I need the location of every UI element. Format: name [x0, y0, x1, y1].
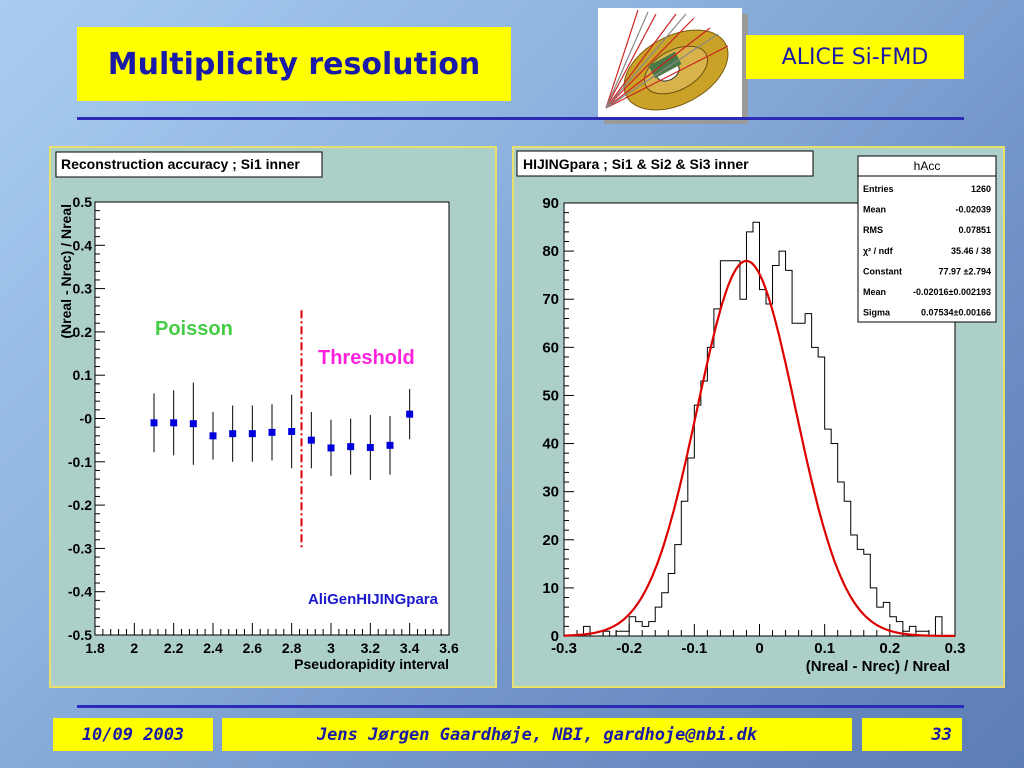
stats-value: 1260 — [971, 184, 991, 194]
stats-value: -0.02016±0.002193 — [913, 287, 991, 297]
data-point — [189, 420, 197, 428]
y-tick-label: -0.3 — [68, 540, 92, 556]
data-point — [229, 430, 237, 438]
generator-annotation: AliGenHIJINGpara — [308, 591, 439, 608]
x-tick-label: 2.6 — [243, 640, 263, 656]
y-tick-label: 0.1 — [73, 367, 93, 383]
data-point — [386, 441, 394, 449]
x-tick-label: -0.2 — [616, 640, 642, 657]
y-tick-label: -0.4 — [68, 584, 92, 600]
stats-key: χ² / ndf — [863, 246, 894, 256]
brand-label: ALICE Si-FMD — [781, 44, 929, 70]
threshold-annotation: Threshold — [318, 347, 415, 369]
footer-page-box: 33 — [862, 718, 962, 751]
x-tick-label: 0.3 — [945, 640, 966, 657]
poisson-annotation: Poisson — [155, 318, 233, 340]
x-tick-label: 3.6 — [439, 640, 459, 656]
y-tick-label: 0.5 — [73, 194, 93, 210]
x-tick-label: 2 — [130, 640, 138, 656]
x-tick-label: 3.4 — [400, 640, 420, 656]
x-tick-label: 3.2 — [361, 640, 381, 656]
stats-title: hAcc — [914, 159, 941, 173]
data-point — [307, 436, 315, 444]
chart-title-box — [516, 150, 814, 177]
y-tick-label: 10 — [542, 580, 559, 597]
y-tick-label: 0.2 — [73, 324, 93, 340]
x-axis-label: (Nreal - Nrec) / Nreal — [806, 658, 950, 675]
footer-author: Jens Jørgen Gaardhøje, NBI, gardhoje@nbi… — [316, 724, 758, 745]
left-chart-panel: Reconstruction accuracy ; Si1 inner -0.5 -… — [49, 146, 497, 688]
right-chart-panel: HIJINGpara ; Si1 & Si2 & Si3 inner 0 10 20 3… — [512, 146, 1005, 688]
stats-box: hAcc Entries 1260 Mean -0.02039 RMS 0.07851 χ² … — [857, 155, 997, 323]
data-point — [268, 428, 276, 436]
y-tick-label: 50 — [542, 387, 559, 404]
y-tick-label: 80 — [542, 243, 559, 260]
stats-value: -0.02039 — [955, 205, 991, 215]
header-rule — [77, 117, 964, 120]
stats-key: Constant — [863, 266, 902, 276]
y-tick-label: 0 — [551, 628, 559, 645]
x-tick-label: -0.3 — [551, 640, 577, 657]
y-tick-label: 0.4 — [73, 237, 93, 253]
x-tick-label: 1.8 — [85, 640, 105, 656]
gaussian-fit-curve — [564, 259, 956, 638]
brand-box: ALICE Si-FMD — [746, 35, 964, 79]
slide-title-box: Multiplicity resolution — [77, 27, 511, 101]
x-tick-label: 2.8 — [282, 640, 302, 656]
footer-rule — [77, 705, 964, 708]
x-tick-label: 0.2 — [879, 640, 900, 657]
y-axis-label: (Nreal - Nrec) / Nreal — [58, 204, 74, 339]
y-tick-label: 20 — [542, 532, 559, 549]
y-tick-label: -0.2 — [68, 497, 92, 513]
data-point — [327, 444, 335, 452]
stats-key: Entries — [863, 184, 894, 194]
y-tick-label: 40 — [542, 436, 559, 453]
footer-date: 10/09 2003 — [81, 724, 185, 745]
x-tick-label: 0 — [755, 640, 763, 657]
footer-date-box: 10/09 2003 — [53, 718, 213, 751]
detector-logo — [598, 8, 742, 118]
right-chart: HIJINGpara ; Si1 & Si2 & Si3 inner 0 10 20 3… — [516, 150, 997, 675]
y-tick-label: 70 — [542, 291, 559, 308]
data-point — [366, 444, 374, 452]
x-axis-label: Pseudorapidity interval — [294, 656, 449, 672]
stats-value: 0.07851 — [958, 225, 991, 235]
footer-page: 33 — [931, 724, 952, 745]
data-point — [288, 427, 296, 435]
data-point — [209, 432, 217, 440]
data-point — [170, 419, 178, 427]
chart-title: Reconstruction accuracy ; Si1 inner — [61, 156, 300, 172]
stats-value: 77.97 ±2.794 — [939, 266, 991, 276]
x-tick-label: 3 — [327, 640, 335, 656]
chart-title-box — [55, 151, 323, 178]
y-tick-label: -0.5 — [68, 627, 92, 643]
y-tick-label: 0.3 — [73, 281, 93, 297]
data-point — [248, 430, 256, 438]
x-tick-label: 2.2 — [164, 640, 184, 656]
data-point — [347, 443, 355, 451]
y-tick-label: 60 — [542, 339, 559, 356]
y-tick-label: 30 — [542, 484, 559, 501]
x-tick-label: -0.1 — [681, 640, 707, 657]
data-point — [150, 419, 158, 427]
x-tick-label: 0.1 — [814, 640, 835, 657]
stats-key: Mean — [863, 205, 886, 215]
y-tick-label: -0.1 — [68, 454, 92, 470]
slide-title: Multiplicity resolution — [107, 46, 481, 82]
chart-title: HIJINGpara ; Si1 & Si2 & Si3 inner — [523, 156, 749, 172]
stats-key: Mean — [863, 287, 886, 297]
stats-key: Sigma — [863, 308, 891, 318]
stats-value: 35.46 / 38 — [951, 246, 991, 256]
stats-value: 0.07534±0.00166 — [921, 308, 991, 318]
data-point — [406, 410, 414, 418]
stats-box-frame — [857, 155, 997, 323]
x-tick-label: 2.4 — [203, 640, 223, 656]
y-tick-label: -0 — [80, 411, 93, 427]
footer-author-box: Jens Jørgen Gaardhøje, NBI, gardhoje@nbi… — [222, 718, 852, 751]
stats-key: RMS — [863, 225, 883, 235]
y-tick-label: 90 — [542, 195, 559, 212]
left-chart: Reconstruction accuracy ; Si1 inner -0.5 -… — [55, 151, 459, 672]
